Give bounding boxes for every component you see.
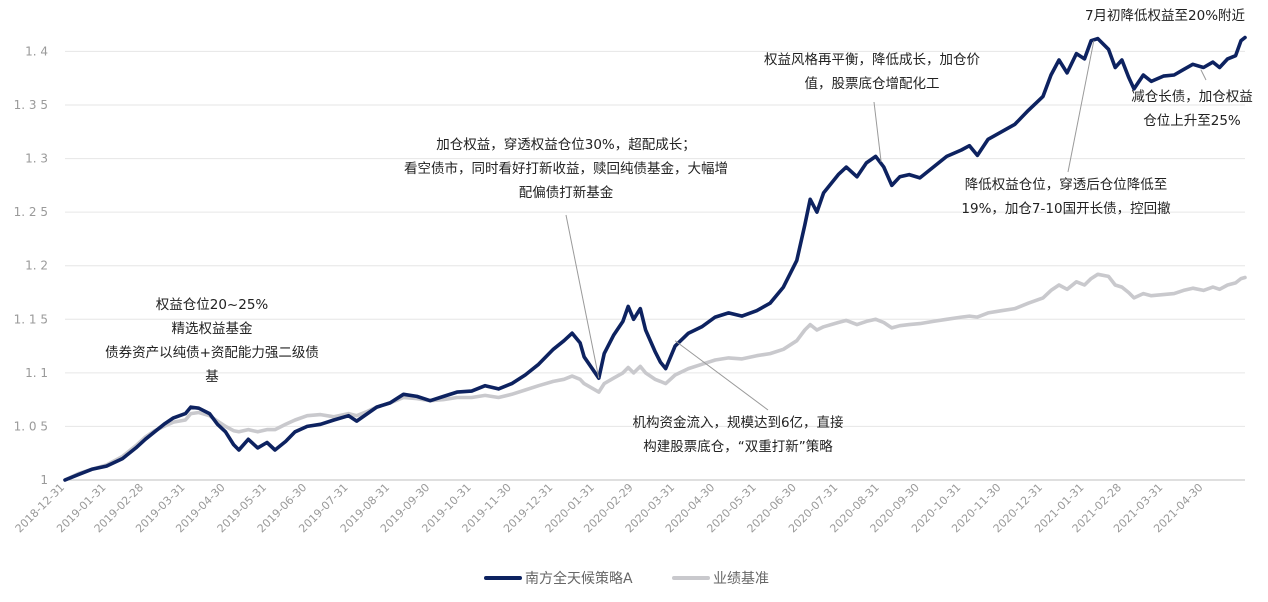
annotations: 权益仓位20~25% 精选权益基金债券资产以纯债+资配能力强二级债基 加仓权益，穿透… [105, 7, 1253, 455]
annotation-line: 加仓权益，穿透权益仓位30%，超配成长； [436, 136, 696, 153]
y-tick-label: 1. 0 5 [14, 419, 48, 433]
annotation-line: 精选权益基金 [172, 320, 253, 337]
annotation-line: 配偏债打新基金 [519, 184, 614, 201]
annotation-leaders [565, 40, 1207, 411]
series-line-benchmark [63, 272, 1247, 482]
annotation-text: 权益风格再平衡，降低成长，加仓价值，股票底仓增配化工 [764, 51, 980, 92]
annotation-line: 债券资产以纯债+资配能力强二级债 [105, 345, 319, 361]
y-tick-label: 1. 1 [25, 366, 48, 380]
annotation-text: 权益仓位20~25% 精选权益基金债券资产以纯债+资配能力强二级债基 [105, 296, 319, 385]
annotation-line: 基 [205, 368, 219, 385]
annotation-line: 值，股票底仓增配化工 [805, 76, 940, 92]
x-axis: 2018-12-312019-01-312019-02-282019-03-31… [13, 479, 1245, 535]
annotation-line: 构建股票底仓，“双重打新”策略 [643, 438, 833, 455]
series-line-fund [63, 35, 1247, 482]
y-tick-label: 1. 2 5 [14, 205, 48, 219]
annotation-line: 降低权益仓位，穿透后仓位降低至 [965, 176, 1168, 193]
y-tick-label: 1. 4 [25, 44, 48, 58]
series-group [63, 35, 1247, 482]
annotation-leader [1067, 40, 1095, 173]
annotation-text: 机构资金流入，规模达到6亿，直接构建股票底仓，“双重打新”策略 [632, 414, 843, 455]
annotation-leader [674, 340, 769, 411]
annotation-line: 19%，加仓7-10国开长债，控回撤 [961, 201, 1170, 217]
annotation-line: 7月初降低权益至20%附近 [1085, 7, 1246, 24]
legend: 南方全天候策略A 业绩基准 [484, 570, 769, 587]
annotation-line: 看空债市，同时看好打新收益，赎回纯债基金，大幅增 [404, 160, 728, 177]
annotation-line: 权益风格再平衡，降低成长，加仓价 [764, 51, 980, 68]
legend-label-benchmark: 业绩基准 [713, 570, 769, 587]
annotation-leader [873, 101, 882, 162]
y-tick-label: 1. 3 [25, 152, 48, 166]
annotation-line: 仓位上升至25% [1143, 113, 1241, 129]
annotation-leader [1200, 69, 1207, 81]
y-tick-label: 1. 2 [25, 259, 48, 273]
annotation-text: 7月初降低权益至20%附近 [1085, 7, 1246, 24]
annotation-line: 权益仓位20~25% [156, 296, 269, 313]
annotation-leader [565, 214, 600, 379]
annotation-line: 减仓长债，加仓权益 [1131, 88, 1253, 105]
y-axis: 1 1. 0 5 1. 1 1. 1 5 1. 2 1. 2 5 1. 3 1. 3 5 1. … [14, 44, 48, 487]
annotation-text: 加仓权益，穿透权益仓位30%，超配成长； 看空债市，同时看好打新收益，赎回纯债基金… [404, 136, 728, 201]
legend-label-fund: 南方全天候策略A [525, 570, 633, 587]
y-tick-label: 1. 1 5 [14, 312, 48, 326]
y-tick-label: 1. 3 5 [14, 98, 48, 112]
annotation-text: 降低权益仓位，穿透后仓位降低至 19%，加仓7-10国开长债，控回撤 [961, 176, 1170, 217]
annotation-line: 机构资金流入，规模达到6亿，直接 [632, 414, 843, 431]
grid [65, 50, 1245, 427]
y-tick-label: 1 [40, 473, 48, 487]
annotation-text: 减仓长债，加仓权益仓位上升至25% [1131, 88, 1253, 129]
